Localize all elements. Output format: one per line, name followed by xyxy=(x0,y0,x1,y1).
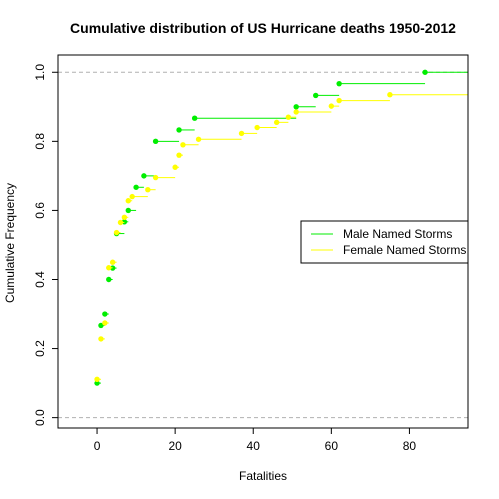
data-point xyxy=(145,186,151,193)
y-tick-label: 0.0 xyxy=(33,409,47,426)
data-point xyxy=(94,376,100,383)
data-point xyxy=(98,322,104,329)
data-point xyxy=(180,142,186,148)
x-tick-label: 40 xyxy=(247,439,261,453)
x-tick-label: 60 xyxy=(325,439,339,453)
data-point xyxy=(387,92,393,98)
data-point xyxy=(336,97,342,104)
data-point xyxy=(293,104,299,110)
data-point xyxy=(94,380,100,386)
data-point xyxy=(109,259,116,265)
series-female xyxy=(94,92,468,383)
data-point xyxy=(117,219,124,226)
data-point xyxy=(293,109,299,115)
data-point xyxy=(141,173,147,179)
y-tick-label: 0.8 xyxy=(33,133,47,150)
data-point xyxy=(102,311,108,317)
data-point xyxy=(176,127,182,133)
legend-box xyxy=(300,220,469,264)
data-point xyxy=(109,265,116,271)
data-point xyxy=(285,114,292,120)
data-point xyxy=(106,276,112,283)
data-point xyxy=(422,69,428,75)
chart-title: Cumulative distribution of US Hurricane … xyxy=(70,20,456,36)
data-point xyxy=(121,214,128,221)
data-point xyxy=(125,207,131,214)
data-point xyxy=(152,174,159,181)
data-point xyxy=(195,136,202,142)
y-axis-label: Cumulative Frequency xyxy=(3,183,17,303)
data-point xyxy=(328,103,335,109)
data-point xyxy=(113,229,120,236)
data-point xyxy=(313,92,319,99)
plot-area xyxy=(58,69,468,419)
data-point xyxy=(133,184,139,190)
series-male xyxy=(94,69,468,386)
data-point xyxy=(336,80,342,87)
data-point xyxy=(152,138,159,145)
legend-label: Male Named Storms xyxy=(343,227,452,241)
data-point xyxy=(172,164,178,170)
data-point xyxy=(98,336,104,342)
x-tick-label: 20 xyxy=(168,439,182,453)
data-point xyxy=(238,130,245,137)
data-point xyxy=(254,124,260,131)
data-point xyxy=(125,198,131,204)
series-layer xyxy=(94,69,468,386)
data-point xyxy=(176,152,182,158)
y-tick-label: 0.6 xyxy=(33,202,47,219)
data-point xyxy=(102,320,108,326)
data-point xyxy=(106,265,112,271)
data-point xyxy=(273,119,280,126)
data-point xyxy=(191,115,198,121)
data-point xyxy=(129,193,135,200)
legend-label: Female Named Storms xyxy=(343,243,466,257)
x-axis: 0 20 40 60 80 xyxy=(94,428,417,453)
x-tick-label: 80 xyxy=(403,439,417,453)
y-axis: 0.0 0.2 0.4 0.6 0.8 1.0 xyxy=(33,64,58,426)
legend: Male Named Storms Female Named Storms xyxy=(300,220,469,264)
y-tick-label: 1.0 xyxy=(33,64,47,81)
y-tick-label: 0.4 xyxy=(33,271,47,288)
reference-lines xyxy=(58,71,468,419)
x-tick-label: 0 xyxy=(94,439,101,453)
x-axis-label: Fatalities xyxy=(239,469,287,483)
y-tick-label: 0.2 xyxy=(33,340,47,357)
